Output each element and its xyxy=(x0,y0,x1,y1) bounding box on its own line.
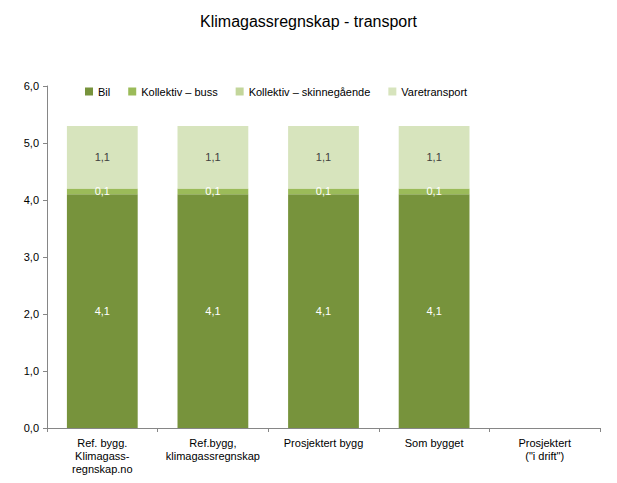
svg-text:6,0: 6,0 xyxy=(24,80,39,92)
svg-text:Kollektiv – buss: Kollektiv – buss xyxy=(141,86,218,98)
svg-text:Som bygget: Som bygget xyxy=(405,437,464,449)
svg-text:1,1: 1,1 xyxy=(316,151,331,163)
svg-text:Klimagass-: Klimagass- xyxy=(75,450,130,462)
svg-text:Bil: Bil xyxy=(98,86,110,98)
svg-text:Varetransport: Varetransport xyxy=(401,86,467,98)
svg-text:Klimagassregnskap - transport: Klimagassregnskap - transport xyxy=(200,13,418,30)
svg-text:2,0: 2,0 xyxy=(24,308,39,320)
svg-text:4,1: 4,1 xyxy=(316,305,331,317)
svg-text:Ref.bygg,: Ref.bygg, xyxy=(189,437,236,449)
svg-text:Prosjektert bygg: Prosjektert bygg xyxy=(284,437,363,449)
svg-text:1,1: 1,1 xyxy=(95,151,110,163)
svg-text:Prosjektert: Prosjektert xyxy=(518,437,571,449)
svg-text:0,1: 0,1 xyxy=(95,185,110,197)
svg-text:4,0: 4,0 xyxy=(24,194,39,206)
svg-text:3,0: 3,0 xyxy=(24,251,39,263)
svg-text:1,0: 1,0 xyxy=(24,365,39,377)
svg-text:0,1: 0,1 xyxy=(205,185,220,197)
svg-text:1,1: 1,1 xyxy=(426,151,441,163)
svg-text:0,1: 0,1 xyxy=(316,185,331,197)
svg-text:0,0: 0,0 xyxy=(24,422,39,434)
svg-text:regnskap.no: regnskap.no xyxy=(72,463,133,475)
svg-text:1,1: 1,1 xyxy=(205,151,220,163)
svg-text:0,1: 0,1 xyxy=(426,185,441,197)
svg-text:4,1: 4,1 xyxy=(205,305,220,317)
svg-text:Kollektiv – skinnegående: Kollektiv – skinnegående xyxy=(249,86,371,98)
svg-text:4,1: 4,1 xyxy=(426,305,441,317)
svg-text:Ref. bygg.: Ref. bygg. xyxy=(77,437,127,449)
svg-text:("i drift"): ("i drift") xyxy=(525,450,564,462)
svg-text:klimagassregnskap: klimagassregnskap xyxy=(166,450,260,462)
svg-text:4,1: 4,1 xyxy=(95,305,110,317)
svg-text:5,0: 5,0 xyxy=(24,137,39,149)
